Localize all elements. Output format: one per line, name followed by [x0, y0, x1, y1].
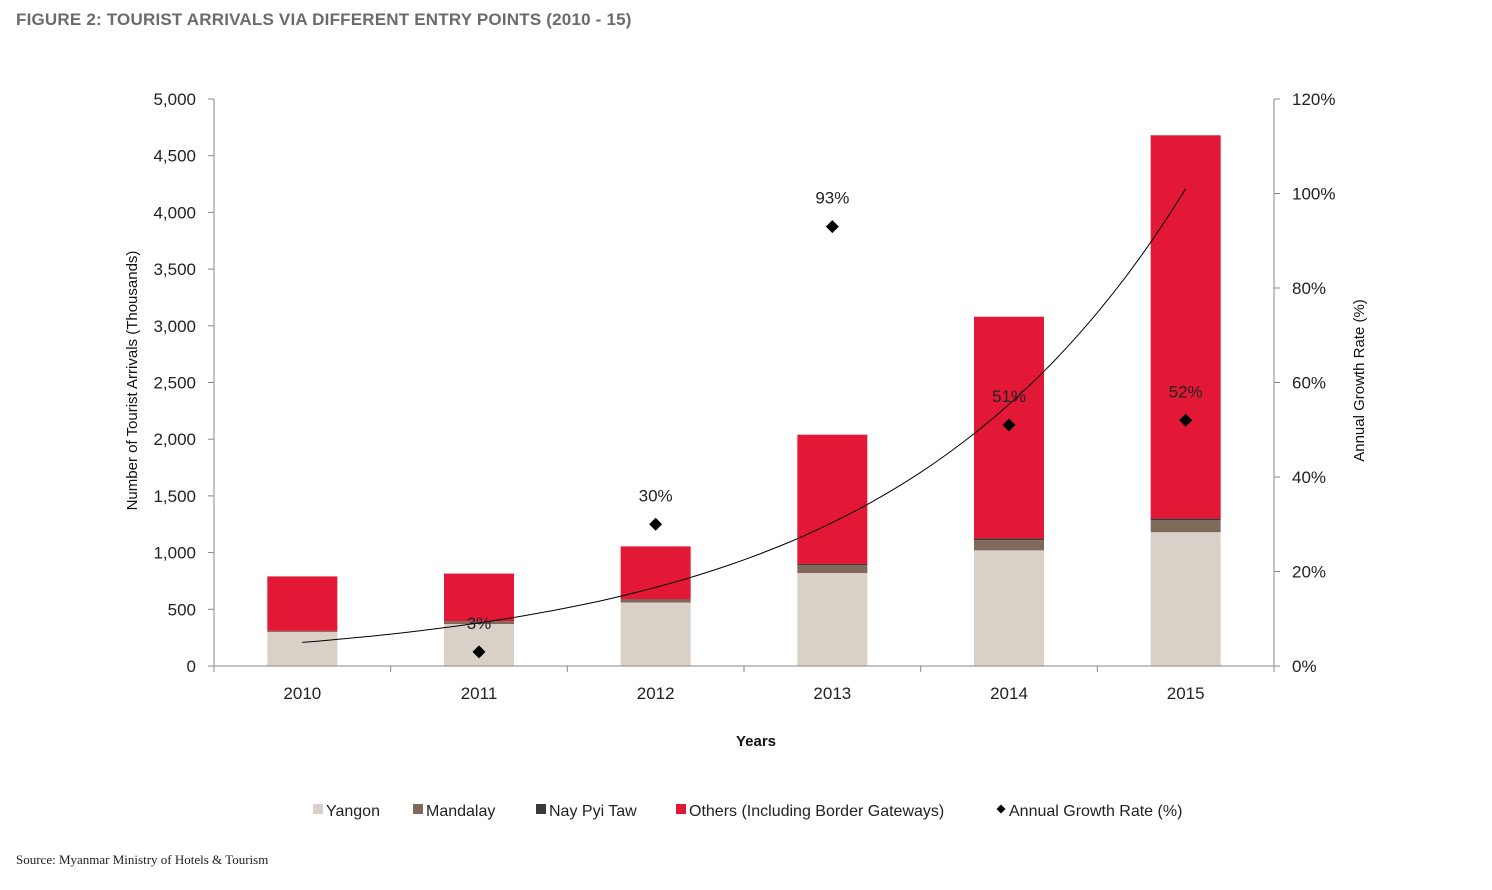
x-tick-label: 2013: [813, 684, 851, 703]
y-tick-label: 1,500: [153, 487, 196, 506]
legend-label: Annual Growth Rate (%): [1009, 803, 1182, 820]
legend-swatch: [313, 804, 323, 814]
growth-label-2014: 51%: [992, 387, 1026, 406]
y-tick-label: 0: [187, 657, 196, 676]
bar-others-2013: [797, 434, 868, 564]
y-right-tick-label: 60%: [1292, 374, 1326, 393]
y-right-tick-label: 0%: [1292, 657, 1317, 676]
growth-marker-2015: [1179, 413, 1193, 427]
bar-mandalay-2015: [1150, 520, 1221, 533]
legend-label: Yangon: [326, 803, 380, 820]
x-tick-label: 2012: [637, 684, 675, 703]
legend-swatch: [676, 804, 686, 814]
bar-yangon-2010: [267, 631, 338, 666]
y-right-tick-label: 100%: [1292, 185, 1335, 204]
bar-yangon-2012: [620, 602, 691, 666]
bar-mandalay-2010: [267, 631, 338, 632]
y-right-tick-label: 40%: [1292, 468, 1326, 487]
bar-nay-2014: [974, 538, 1044, 541]
bar-mandalay-2012: [620, 599, 691, 603]
x-tick-label: 2015: [1167, 684, 1205, 703]
bar-yangon-2011: [444, 624, 514, 666]
exponential-trendline: [302, 188, 1187, 643]
y-right-tick-label: 80%: [1292, 279, 1326, 298]
legend: Yangon Mandalay Nay Pyi Taw Others (Includi…: [313, 803, 1182, 820]
bar-nay-2015: [1150, 518, 1221, 521]
y-right-tick-label: 20%: [1292, 563, 1326, 582]
x-tick-label: 2014: [990, 684, 1028, 703]
growth-label-2013: 93%: [815, 189, 849, 208]
axes-layer: 0 500 1,000 1,500 2,000 2,500 3,000 3,500 4,000 4…: [124, 90, 1368, 750]
y-tick-label: 3,500: [153, 260, 196, 279]
growth-label-2011: 3%: [467, 614, 492, 633]
source-note: Source: Myanmar Ministry of Hotels & Tou…: [16, 852, 269, 867]
legend-label: Mandalay: [426, 803, 495, 820]
growth-marker-2014: [1002, 418, 1016, 432]
x-axis-title: Years: [736, 733, 776, 750]
bar-yangon-2015: [1150, 532, 1221, 666]
bar-others-2010: [267, 576, 338, 631]
growth-label-2012: 30%: [639, 486, 673, 505]
y-tick-label: 4,500: [153, 147, 196, 166]
bar-mandalay-2013: [797, 565, 868, 574]
y-tick-label: 500: [168, 600, 196, 619]
bar-others-2012: [620, 546, 691, 600]
legend-swatch: [413, 804, 423, 814]
bar-yangon-2014: [974, 550, 1044, 666]
growth-markers-layer: 3% 30% 93% 51% 52%: [467, 189, 1203, 659]
chart-title: FIGURE 2: TOURIST ARRIVALS VIA DIFFERENT…: [16, 10, 632, 29]
y-tick-label: 1,000: [153, 544, 196, 563]
y-tick-label: 4,000: [153, 203, 196, 222]
legend-swatch: [996, 804, 1006, 814]
bar-nay-2013: [797, 563, 868, 566]
growth-marker-2013: [825, 220, 839, 234]
bars-layer: [267, 135, 1221, 666]
y-right-tick-label: 120%: [1292, 90, 1335, 109]
x-tick-label: 2010: [283, 684, 321, 703]
y-axis-title: Number of Tourist Arrivals (Thousands): [124, 251, 141, 511]
y-tick-label: 5,000: [153, 90, 196, 109]
growth-marker-2011: [472, 645, 486, 659]
y-axis-right-title: Annual Growth Rate (%): [1351, 299, 1368, 462]
y-tick-label: 2,000: [153, 430, 196, 449]
bar-others-2011: [444, 573, 514, 622]
y-tick-label: 2,500: [153, 374, 196, 393]
growth-marker-2012: [649, 517, 663, 531]
legend-label: Others (Including Border Gateways): [689, 803, 944, 820]
bar-others-2015: [1150, 135, 1221, 519]
bar-mandalay-2014: [974, 540, 1044, 551]
bar-nay-2011: [444, 621, 514, 622]
legend-swatch: [536, 804, 546, 814]
legend-label: Nay Pyi Taw: [549, 803, 637, 820]
y-tick-label: 3,000: [153, 317, 196, 336]
trendline-layer: [302, 188, 1187, 643]
bar-yangon-2013: [797, 573, 868, 666]
growth-label-2015: 52%: [1169, 382, 1203, 401]
bar-nay-2012: [620, 599, 691, 600]
x-tick-label: 2011: [461, 684, 498, 703]
